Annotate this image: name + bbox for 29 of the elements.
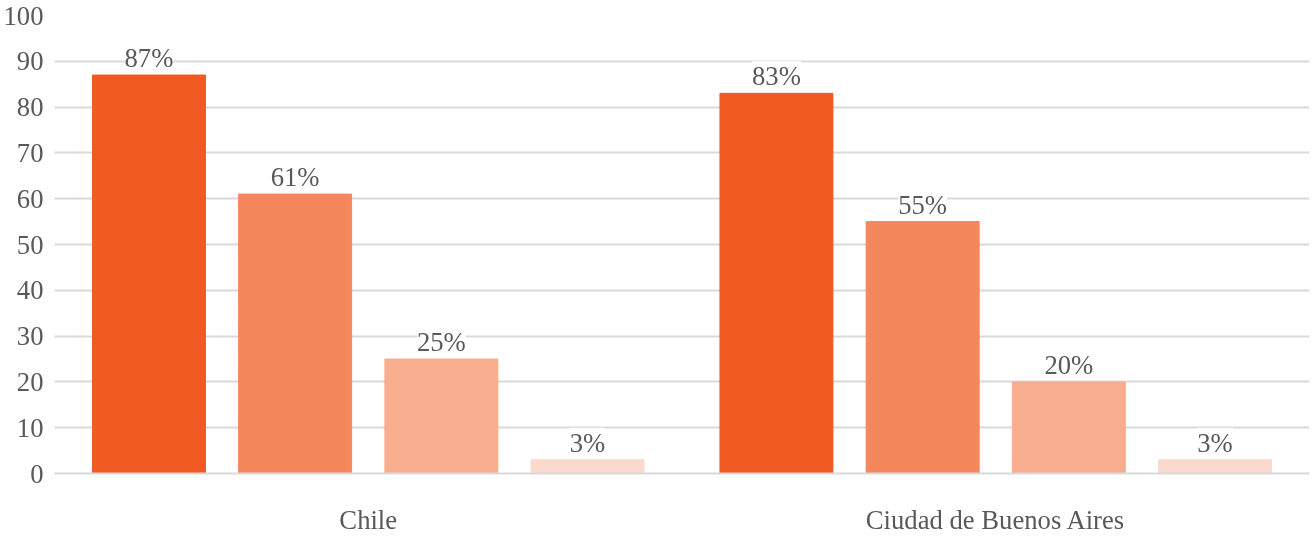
x-tick-label: Chile (339, 504, 398, 535)
y-tick-label: 100 (3, 0, 44, 31)
x-tick-label: Ciudad de Buenos Aires (865, 504, 1125, 535)
y-tick-label: 70 (16, 137, 44, 168)
data-label: 3% (569, 427, 606, 458)
bar (238, 193, 353, 474)
data-label: 83% (752, 61, 801, 92)
y-tick-label: 50 (16, 229, 44, 260)
y-tick-label: 20 (16, 366, 44, 397)
bar (530, 459, 645, 474)
bar (865, 221, 980, 474)
data-label: 25% (416, 327, 466, 357)
data-label: 20% (1044, 349, 1094, 380)
bar (1011, 381, 1126, 474)
y-tick-label: 90 (16, 46, 44, 77)
data-label: 61% (270, 162, 320, 193)
y-tick-label: 10 (16, 412, 44, 443)
y-tick-label: 60 (16, 183, 44, 214)
data-label: 3% (1197, 427, 1233, 458)
y-tick-label: 0 (30, 458, 44, 489)
data-label: 55% (898, 189, 948, 220)
y-tick-label: 40 (16, 275, 44, 306)
y-tick-label: 30 (16, 321, 44, 352)
y-tick-label: 80 (16, 92, 44, 123)
bar (384, 358, 499, 474)
data-label: 87% (124, 43, 174, 74)
bar (91, 74, 206, 474)
bar (719, 92, 834, 474)
bar (1158, 459, 1273, 474)
